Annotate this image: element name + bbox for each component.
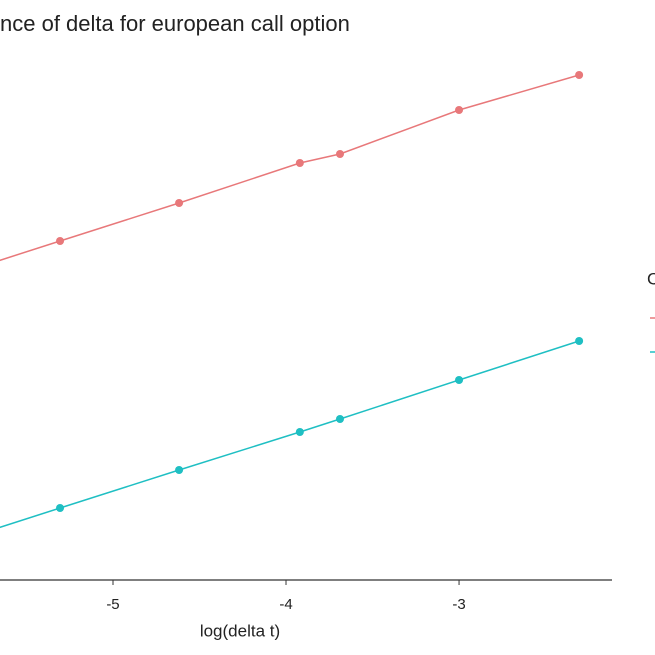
point [575, 71, 584, 79]
point [175, 466, 184, 474]
point [336, 415, 344, 423]
point [295, 428, 304, 436]
legend-title: C [647, 269, 655, 288]
point [336, 150, 344, 158]
point [56, 504, 65, 512]
x-axis-label: log(delta t) [200, 621, 280, 640]
point [455, 106, 464, 114]
x-tick-label: -5 [106, 596, 119, 613]
point [295, 159, 304, 167]
chart-title: nce of delta for european call option [0, 11, 350, 36]
series-line [0, 74, 580, 262]
x-tick-label: -3 [452, 596, 465, 613]
series-line [0, 340, 580, 529]
point [455, 376, 464, 384]
point [175, 199, 184, 207]
x-tick-label: -4 [279, 596, 292, 613]
point [575, 337, 584, 345]
plot-area [0, 71, 584, 529]
point [56, 237, 65, 245]
